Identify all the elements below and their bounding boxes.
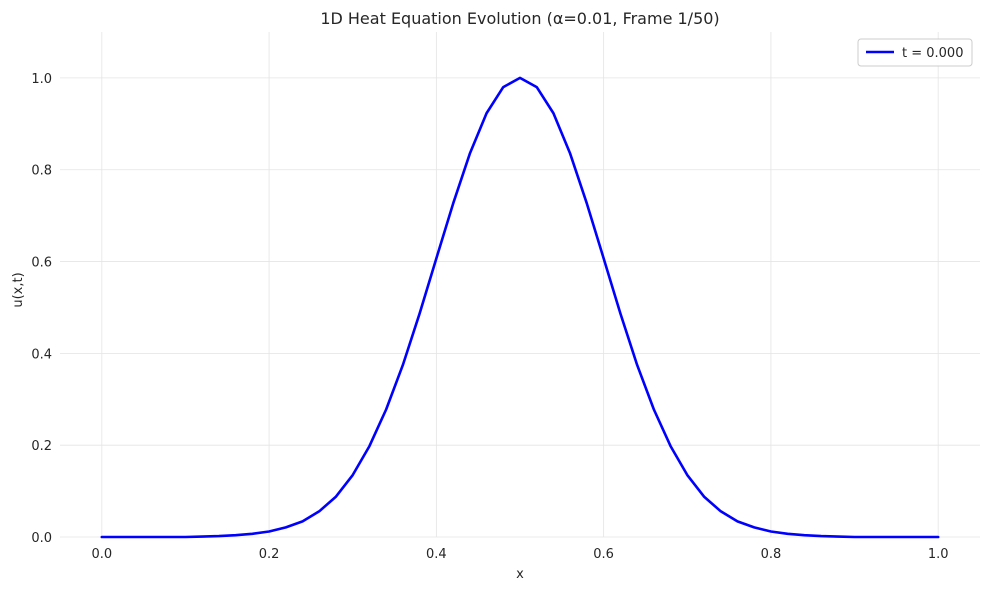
series-layer	[100, 76, 940, 539]
ticks: 0.0 0.2 0.4 0.6 0.8 1.0 0.0 0.2 0.4 0.6 0.8 1.0	[31, 72, 948, 562]
x-tick-label: 0.0	[91, 547, 112, 562]
y-tick-label: 0.8	[31, 164, 52, 179]
y-tick-label: 0.2	[31, 439, 52, 454]
x-tick-label: 1.0	[928, 547, 949, 562]
series-line	[100, 76, 940, 539]
x-tick-label: 0.6	[593, 547, 614, 562]
y-tick-label: 1.0	[31, 72, 52, 87]
x-tick-label: 0.8	[761, 547, 782, 562]
chart-title: 1D Heat Equation Evolution (α=0.01, Fram…	[320, 9, 719, 28]
legend-label: t = 0.000	[902, 46, 963, 61]
y-tick-label: 0.0	[31, 531, 52, 546]
x-tick-label: 0.4	[426, 547, 447, 562]
x-axis-label: x	[516, 567, 524, 582]
y-tick-label: 0.6	[31, 256, 52, 271]
legend-box	[857, 38, 973, 67]
y-tick-label: 0.4	[31, 347, 52, 362]
x-tick-label: 0.2	[259, 547, 280, 562]
y-axis-label: u(x,t)	[11, 272, 26, 307]
legend: t = 0.000	[857, 38, 973, 67]
